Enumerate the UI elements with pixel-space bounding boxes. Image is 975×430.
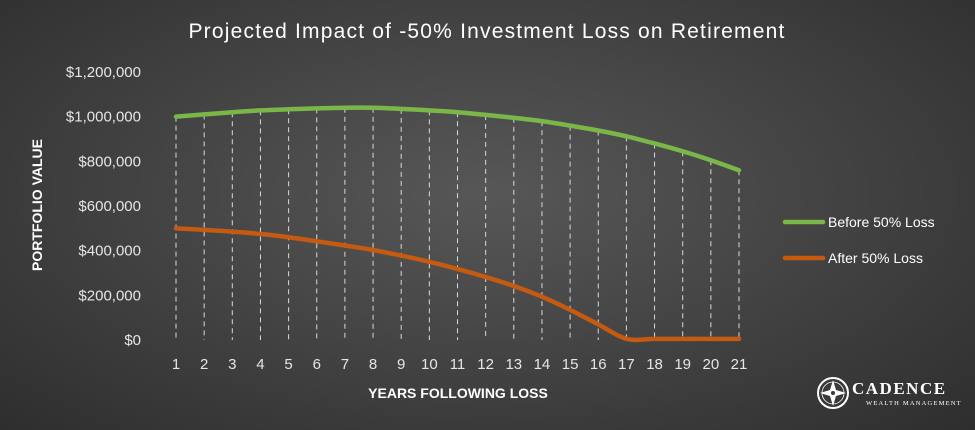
drop-lines [175,107,740,340]
y-tick-label: $0 [124,332,141,349]
x-tick-label: 6 [313,356,321,373]
y-axis-title: PORTFOLIO VALUE [29,139,45,271]
x-tick-label: 12 [477,356,494,373]
x-tick-label: 16 [590,356,607,373]
y-tick-label: $200,000 [78,287,141,304]
x-tick-label: 5 [284,356,292,373]
x-tick-label: 4 [256,356,264,373]
x-tick-label: 21 [731,356,748,373]
compass-star-icon [817,377,849,409]
x-tick-label: 2 [200,356,208,373]
x-tick-label: 1 [172,356,180,373]
x-tick-label: 10 [421,356,438,373]
x-axis-ticks: 1 2 3 4 5 6 7 8 9 10 11 12 13 14 15 16 17 18 19 20 21 [172,356,748,373]
y-tick-label: $1,200,000 [66,64,141,81]
x-tick-label: 14 [534,356,551,373]
x-tick-label: 18 [646,356,663,373]
y-tick-label: $800,000 [78,153,141,170]
cadence-logo: CADENCE WEALTH MANAGEMENT [817,377,962,409]
x-tick-label: 8 [369,356,377,373]
y-tick-label: $400,000 [78,243,141,260]
y-tick-label: $600,000 [78,198,141,215]
legend-label: After 50% Loss [828,250,923,266]
series-lines [173,105,742,343]
legend: Before 50% Loss After 50% Loss [782,214,935,266]
x-tick-label: 3 [228,356,236,373]
x-tick-label: 15 [562,356,579,373]
y-axis-ticks: $0 $200,000 $400,000 $600,000 $800,000 $1,000… [66,64,141,349]
logo-tagline: WEALTH MANAGEMENT [866,400,962,407]
x-axis-title: YEARS FOLLOWING LOSS [368,385,548,401]
x-tick-label: 20 [703,356,720,373]
series-line-after [173,226,742,343]
chart-title: Projected Impact of -50% Investment Loss… [188,20,785,43]
x-tick-label: 7 [341,356,349,373]
series-line-before [173,105,742,173]
y-tick-label: $1,000,000 [66,109,141,126]
x-tick-label: 19 [674,356,691,373]
legend-label: Before 50% Loss [828,214,935,230]
x-tick-label: 17 [618,356,635,373]
logo-name: CADENCE [852,379,947,398]
x-tick-label: 11 [450,356,466,373]
x-tick-label: 9 [397,356,405,373]
x-tick-label: 13 [505,356,522,373]
